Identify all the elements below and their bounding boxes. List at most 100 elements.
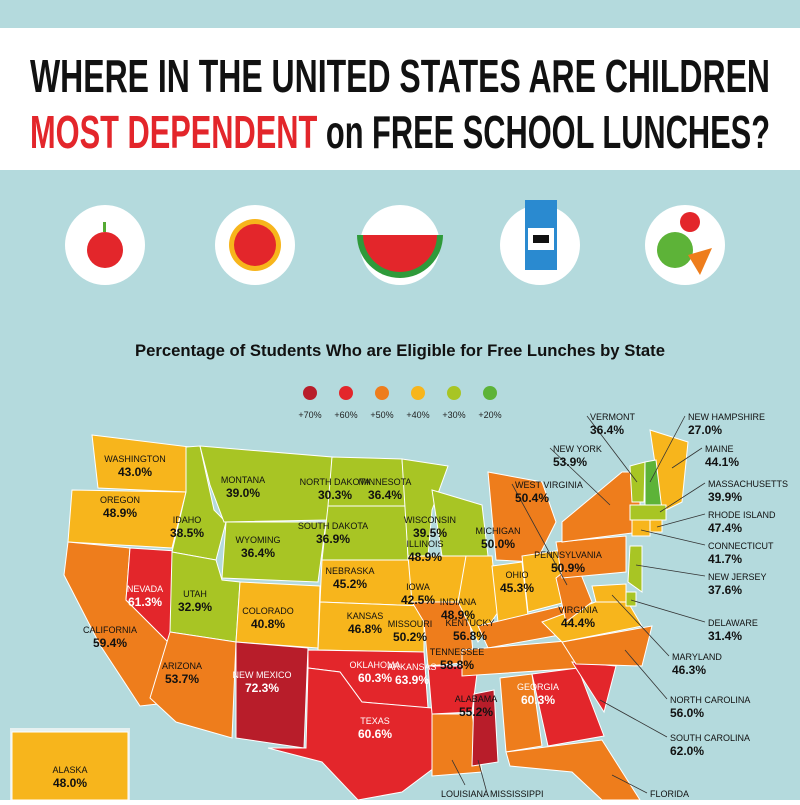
state-shape: [67, 489, 187, 549]
state-value: 38.5%: [170, 526, 204, 540]
state-name: KANSAS: [347, 611, 384, 621]
state-value: 63.9%: [395, 673, 429, 687]
state-name: WASHINGTON: [104, 454, 166, 464]
state-shape: [555, 535, 627, 579]
state-shape: [561, 625, 653, 667]
state-name: VIRGINIA: [558, 605, 598, 615]
state-name: NORTH DAKOTA: [300, 477, 371, 487]
state-shape: [631, 519, 651, 537]
leader-line: [656, 513, 706, 528]
state-value: 48.9%: [103, 506, 137, 520]
leader-line: [659, 482, 706, 513]
state-value: 56.0%: [670, 706, 704, 720]
legend-label: +50%: [370, 410, 393, 420]
state-value: 36.4%: [241, 546, 275, 560]
state-name: DELAWARE: [708, 618, 758, 628]
state-shape: [221, 521, 327, 583]
state-value: 46.8%: [348, 622, 382, 636]
state-value: 56.8%: [453, 629, 487, 643]
state-name: TEXAS: [360, 716, 390, 726]
leader-line: [477, 759, 488, 794]
state-value: 39.9%: [708, 490, 742, 504]
legend-label: +40%: [406, 410, 429, 420]
state-value: 55.2%: [459, 705, 493, 719]
state-value: 53.7%: [165, 672, 199, 686]
state-name: INDIANA: [440, 597, 477, 607]
state-value: 40.8%: [251, 617, 285, 631]
state-value: 31.4%: [708, 629, 742, 643]
state-shape: [625, 591, 637, 607]
title-line1: WHERE IN THE UNITED STATES ARE CHILDREN: [30, 50, 770, 102]
state-value: 47.4%: [708, 521, 742, 535]
state-shape: [627, 545, 643, 593]
state-name: RHODE ISLAND: [708, 510, 776, 520]
state-name: PENNSYLVANIA: [534, 550, 602, 560]
state-name: FLORIDA: [650, 789, 689, 799]
title-line2: MOST DEPENDENT on FREE SCHOOL LUNCHES?: [30, 106, 770, 158]
state-name: OREGON: [100, 495, 140, 505]
title-highlight: MOST DEPENDENT: [30, 106, 317, 158]
state-shape: [471, 689, 499, 767]
state-name: MARYLAND: [672, 652, 722, 662]
state-name: IDAHO: [173, 515, 202, 525]
state-value: 60.3%: [358, 671, 392, 685]
state-value: 58.8%: [440, 658, 474, 672]
state-name: ALABAMA: [455, 694, 498, 704]
state-name: CONNECTICUT: [708, 541, 774, 551]
state-value: 32.9%: [178, 600, 212, 614]
state-value: 59.4%: [93, 636, 127, 650]
leader-line: [451, 759, 466, 786]
state-value: 30.3%: [318, 488, 352, 502]
state-name: MISSOURI: [388, 619, 433, 629]
title-band: [0, 28, 800, 170]
state-name: NEW HAMPSHIRE: [688, 412, 765, 422]
state-value: 60.6%: [358, 727, 392, 741]
state-shape: [629, 504, 667, 521]
state-value: 45.2%: [333, 577, 367, 591]
state-value: 39.0%: [226, 486, 260, 500]
state-value: 37.6%: [708, 583, 742, 597]
state-shape: [629, 461, 646, 503]
leader-line: [640, 529, 706, 546]
leader-line: [611, 594, 670, 657]
legend-label: +20%: [478, 410, 501, 420]
map: WASHINGTON43.0%OREGON48.9%CALIFORNIA59.4…: [11, 412, 788, 801]
state-name: TENNESSEE: [430, 647, 485, 657]
legend-label: +60%: [334, 410, 357, 420]
state-value: 42.5%: [401, 593, 435, 607]
state-value: 39.5%: [413, 526, 447, 540]
state-name: NEBRASKA: [325, 566, 374, 576]
legend-swatch: [447, 386, 461, 400]
state-value: 36.9%: [316, 532, 350, 546]
state-value: 50.0%: [481, 537, 515, 551]
state-value: 50.9%: [551, 561, 585, 575]
state-name: ALASKA: [52, 765, 87, 775]
state-name: IOWA: [406, 582, 430, 592]
leader-line: [671, 447, 703, 469]
leader-line: [649, 415, 686, 483]
legend-swatch: [411, 386, 425, 400]
state-value: 27.0%: [688, 423, 722, 437]
state-name: WEST VIRGINIA: [515, 480, 583, 490]
state-name: MONTANA: [221, 475, 265, 485]
state-name: MISSISSIPPI: [490, 789, 544, 799]
state-name: GEORGIA: [517, 682, 559, 692]
state-shape: [531, 667, 605, 747]
state-value: 46.3%: [672, 663, 706, 677]
leader-line: [611, 774, 648, 794]
state-shape: [267, 667, 443, 801]
state-value: 48.9%: [408, 550, 442, 564]
leader-line: [599, 699, 668, 738]
state-name: OHIO: [505, 570, 528, 580]
state-value: 41.7%: [708, 552, 742, 566]
state-shape: [591, 583, 627, 603]
state-name: ARKANSAS: [387, 662, 436, 672]
state-name: MINNESOTA: [359, 477, 412, 487]
state-value: 60.3%: [521, 693, 555, 707]
state-name: WISCONSIN: [404, 515, 456, 525]
legend: +70% +60% +50% +40% +30% +20%: [298, 386, 502, 420]
state-name: UTAH: [183, 589, 207, 599]
state-name: SOUTH CAROLINA: [670, 733, 750, 743]
state-value: 62.0%: [670, 744, 704, 758]
state-name: MICHIGAN: [476, 526, 521, 536]
